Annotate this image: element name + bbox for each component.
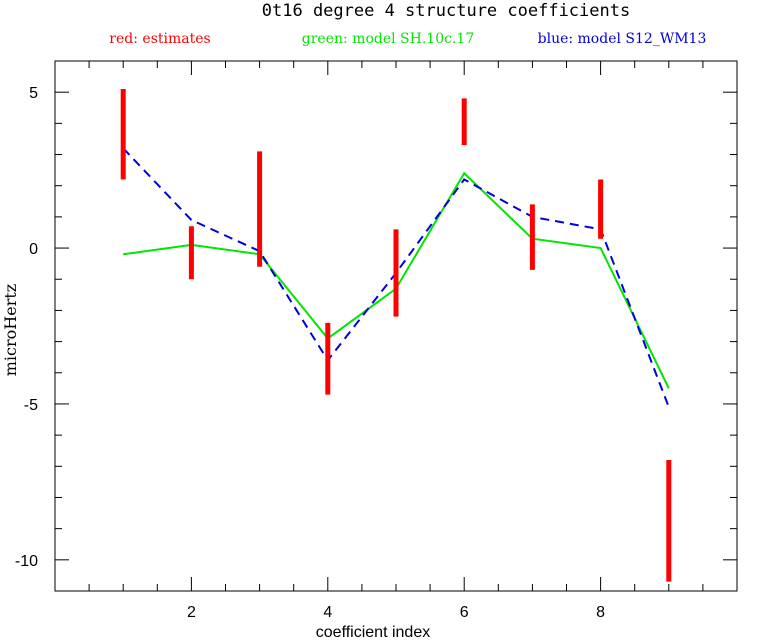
y-tick-label: -5: [24, 397, 38, 414]
legend-estimates: red: estimates: [109, 31, 210, 47]
x-tick-label: 4: [323, 604, 332, 621]
x-tick-label: 6: [460, 604, 469, 621]
y-tick-label: -10: [15, 553, 38, 570]
x-tick-label: 2: [187, 604, 196, 621]
marks: [120, 89, 672, 582]
x-tick-label: 8: [596, 604, 605, 621]
chart-title: 0t16 degree 4 structure coefficients: [262, 1, 630, 21]
y-axis-label: microHertz: [1, 284, 20, 376]
axes: [54, 60, 738, 592]
y-tick-label: 0: [29, 241, 38, 258]
legend-model-s12wm13: blue: model S12_WM13: [538, 31, 707, 47]
x-axis-label: coefficient index: [316, 624, 430, 641]
tick-labels: 2 4 6 8 5 0 -5 -10: [15, 85, 605, 621]
legend-model-sh10c17: green: model SH.10c.17: [302, 31, 474, 47]
plot-frame: [54, 60, 738, 592]
y-tick-label: 5: [29, 85, 38, 102]
